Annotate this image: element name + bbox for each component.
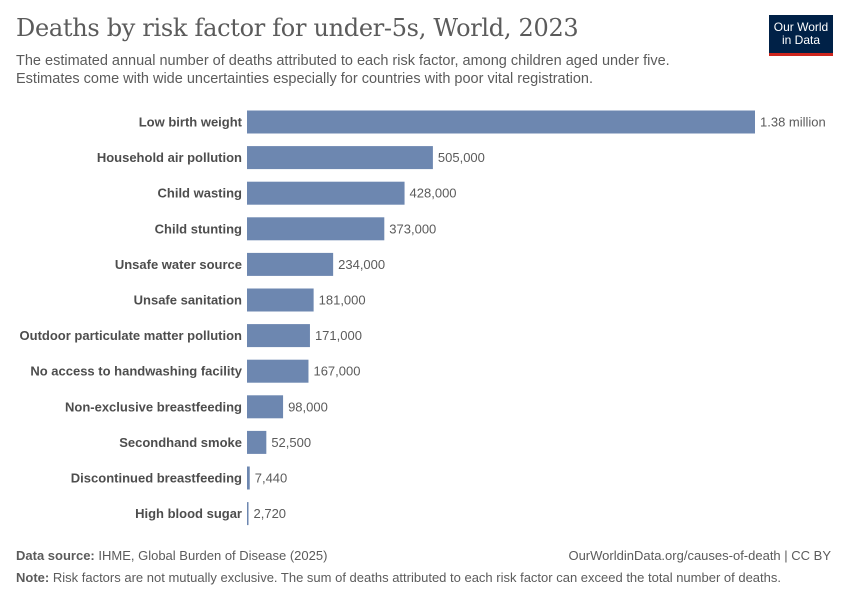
chart-title: Deaths by risk factor for under-5s, Worl… xyxy=(16,14,579,42)
bar[interactable] xyxy=(247,466,250,490)
category-label: Unsafe sanitation xyxy=(134,293,242,308)
data-source: Data source: IHME, Global Burden of Dise… xyxy=(16,548,327,563)
note-label: Note: xyxy=(16,570,50,585)
category-label: Household air pollution xyxy=(97,150,242,165)
data-label: 181,000 xyxy=(319,293,366,308)
data-label: 98,000 xyxy=(288,399,328,414)
bar[interactable] xyxy=(247,110,755,134)
note-text: Risk factors are not mutually exclusive.… xyxy=(52,570,781,585)
category-label: Secondhand smoke xyxy=(119,435,242,450)
bar[interactable] xyxy=(247,502,249,526)
source-label: Data source: xyxy=(16,548,95,563)
category-label: High blood sugar xyxy=(135,506,242,521)
source-text[interactable]: IHME, Global Burden of Disease (2025) xyxy=(98,548,328,563)
data-label: 52,500 xyxy=(271,435,311,450)
data-label: 1.38 million xyxy=(760,115,826,130)
category-label: Non-exclusive breastfeeding xyxy=(65,399,242,414)
chart-subtitle: The estimated annual number of deaths at… xyxy=(16,53,670,87)
data-label: 373,000 xyxy=(389,221,436,236)
category-label: Discontinued breastfeeding xyxy=(71,471,242,486)
category-label: Outdoor particulate matter pollution xyxy=(20,328,243,343)
data-label: 428,000 xyxy=(410,186,457,201)
owid-logo[interactable]: Our World in Data xyxy=(769,15,833,56)
bar[interactable] xyxy=(247,395,284,419)
bar[interactable] xyxy=(247,181,405,205)
category-label: Child stunting xyxy=(155,221,242,236)
data-label: 505,000 xyxy=(438,150,485,165)
category-label: No access to handwashing facility xyxy=(30,364,242,379)
data-label: 167,000 xyxy=(313,364,360,379)
category-label: Child wasting xyxy=(158,186,243,201)
bar[interactable] xyxy=(247,217,385,241)
bar[interactable] xyxy=(247,288,314,312)
footnote: Note: Risk factors are not mutually excl… xyxy=(16,570,781,585)
data-label: 7,440 xyxy=(255,471,288,486)
category-label: Unsafe water source xyxy=(115,257,242,272)
bar[interactable] xyxy=(247,359,309,383)
source-url[interactable]: OurWorldinData.org/causes-of-death | CC … xyxy=(568,548,831,563)
bar[interactable] xyxy=(247,430,267,454)
bar[interactable] xyxy=(247,324,310,348)
category-label: Low birth weight xyxy=(139,115,243,130)
bar[interactable] xyxy=(247,252,334,276)
data-label: 234,000 xyxy=(338,257,385,272)
data-label: 171,000 xyxy=(315,328,362,343)
bar[interactable] xyxy=(247,146,433,170)
data-label: 2,720 xyxy=(254,506,287,521)
